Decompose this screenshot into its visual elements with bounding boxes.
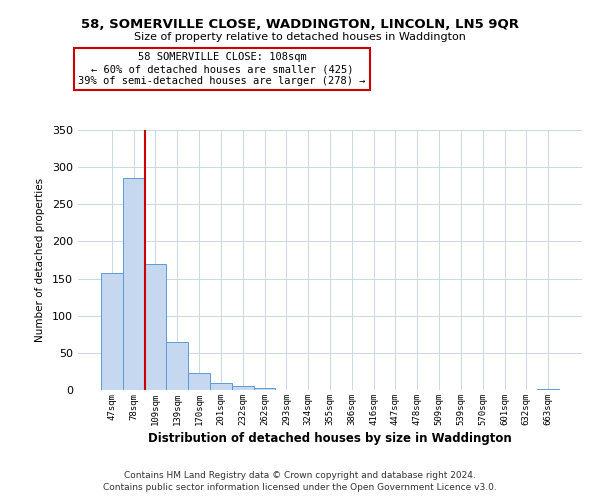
Text: Contains public sector information licensed under the Open Government Licence v3: Contains public sector information licen…	[103, 484, 497, 492]
Bar	[145, 264, 166, 390]
X-axis label: Distribution of detached houses by size in Waddington: Distribution of detached houses by size …	[148, 432, 512, 445]
Text: Size of property relative to detached houses in Waddington: Size of property relative to detached ho…	[134, 32, 466, 42]
Bar	[210, 382, 232, 390]
Bar	[232, 386, 254, 390]
Text: 58, SOMERVILLE CLOSE, WADDINGTON, LINCOLN, LN5 9QR: 58, SOMERVILLE CLOSE, WADDINGTON, LINCOL…	[81, 18, 519, 30]
Text: Contains HM Land Registry data © Crown copyright and database right 2024.: Contains HM Land Registry data © Crown c…	[124, 471, 476, 480]
Bar	[101, 274, 123, 390]
Bar	[188, 373, 210, 390]
Bar	[254, 388, 275, 390]
Text: 58 SOMERVILLE CLOSE: 108sqm
← 60% of detached houses are smaller (425)
39% of se: 58 SOMERVILLE CLOSE: 108sqm ← 60% of det…	[78, 52, 366, 86]
Y-axis label: Number of detached properties: Number of detached properties	[35, 178, 45, 342]
Bar	[166, 342, 188, 390]
Bar	[123, 178, 145, 390]
Bar	[537, 388, 559, 390]
